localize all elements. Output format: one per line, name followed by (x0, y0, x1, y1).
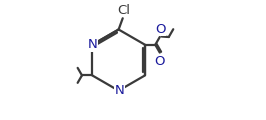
Text: Cl: Cl (117, 4, 130, 17)
Text: O: O (154, 55, 164, 68)
Text: O: O (155, 23, 165, 36)
Text: N: N (88, 38, 98, 51)
Text: N: N (114, 84, 124, 97)
